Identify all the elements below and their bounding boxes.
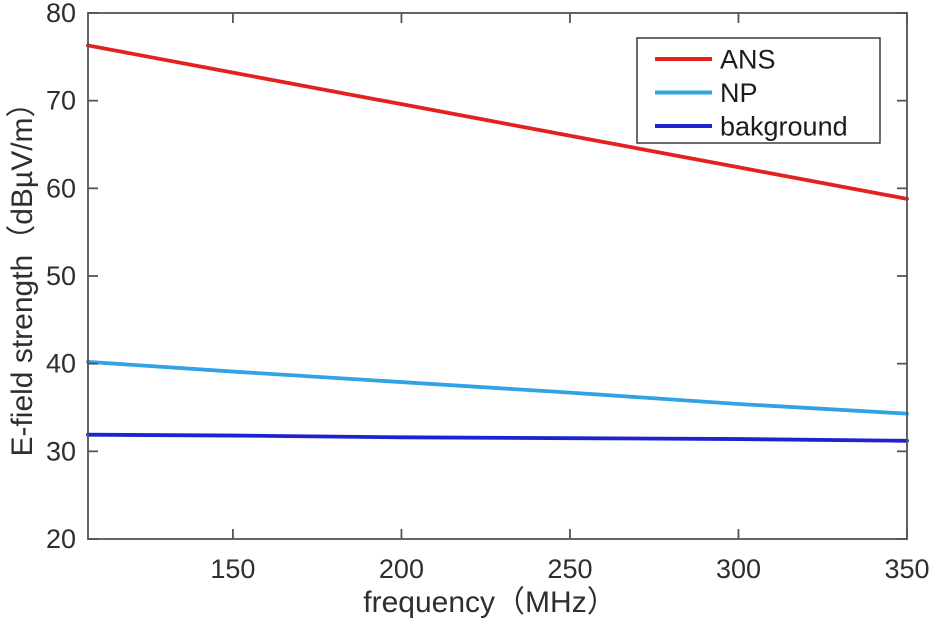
tick-layer: 150 200 250 300 350 20 30 40 50 60 70 80 bbox=[46, 0, 930, 584]
y-tick-label: 20 bbox=[46, 524, 76, 554]
series-line-bakground bbox=[86, 432, 909, 443]
x-tick-label: 300 bbox=[716, 554, 761, 584]
x-tick-label: 150 bbox=[210, 554, 255, 584]
y-tick-label: 40 bbox=[46, 349, 76, 379]
series-layer bbox=[86, 43, 909, 443]
x-tick-label: 250 bbox=[547, 554, 592, 584]
y-tick-label: 80 bbox=[46, 0, 76, 28]
y-tick-label: 60 bbox=[46, 173, 76, 203]
legend-label-ans: ANS bbox=[720, 45, 776, 75]
x-tick-label: 350 bbox=[884, 554, 929, 584]
y-axis-label: E-field strength（dBµV/m） bbox=[6, 87, 39, 456]
legend-label-bakground: bakground bbox=[720, 112, 848, 142]
y-tick-label: 30 bbox=[46, 436, 76, 466]
y-tick-label: 70 bbox=[46, 86, 76, 116]
x-axis-label: frequency（MHz） bbox=[363, 586, 616, 619]
x-tick-label: 200 bbox=[379, 554, 424, 584]
legend-label-np: NP bbox=[720, 78, 758, 108]
y-tick-label: 50 bbox=[46, 261, 76, 291]
series-line-ans bbox=[86, 43, 909, 201]
series-line-np bbox=[86, 360, 909, 416]
